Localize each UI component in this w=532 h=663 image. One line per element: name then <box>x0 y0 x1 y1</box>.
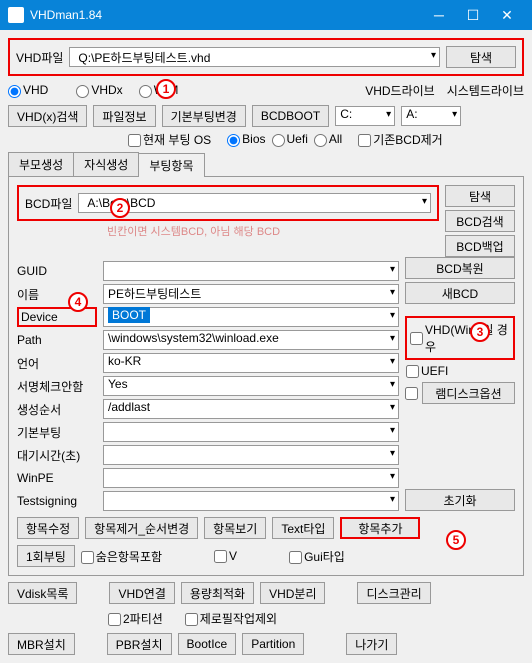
radio-uefi[interactable]: Uefi <box>272 132 308 146</box>
item-add-button[interactable]: 항목추가 <box>340 517 420 539</box>
title-bar: VHDman1.84 ─ ☐ ✕ <box>0 0 532 30</box>
bcd-placeholder-text: 빈칸이면 시스템BCD, 아님 해당 BCD <box>107 223 439 239</box>
window-title: VHDman1.84 <box>30 8 422 22</box>
current-boot-os-check[interactable]: 현재 부팅 OS <box>128 131 211 148</box>
label-path: Path <box>17 333 97 347</box>
bottom-row-3: Vdisk목록 VHD연결 용량최적화 VHD분리 디스크관리 <box>8 582 524 604</box>
capacity-button[interactable]: 용량최적화 <box>181 582 254 604</box>
radio-vhdx[interactable]: VHDx <box>76 83 122 97</box>
bcd-backup-button[interactable]: BCD백업 <box>445 235 515 257</box>
bcd-file-label: BCD파일 <box>25 195 72 212</box>
label-testsigning: Testsigning <box>17 494 97 508</box>
side-browse-button[interactable]: 탐색 <box>445 185 515 207</box>
text-type-button[interactable]: Text타입 <box>272 517 334 539</box>
radio-all[interactable]: All <box>314 132 342 146</box>
radio-bios[interactable]: Bios <box>227 132 265 146</box>
app-icon <box>8 7 24 23</box>
item-view-button[interactable]: 항목보기 <box>204 517 266 539</box>
guitype-check[interactable]: Gui타입 <box>289 548 345 565</box>
vhdwim-check[interactable]: VHD(Wim)일 경우 <box>405 316 515 360</box>
browse-button[interactable]: 탐색 <box>446 46 516 68</box>
waittime-combo[interactable] <box>103 445 399 465</box>
minimize-button[interactable]: ─ <box>422 0 456 30</box>
label-device: Device <box>17 307 97 327</box>
label-name: 이름 <box>17 286 97 303</box>
tab-child[interactable]: 자식생성 <box>73 152 139 176</box>
bcdboot-button[interactable]: BCDBOOT <box>252 105 329 127</box>
createorder-combo[interactable]: /addlast <box>103 399 399 419</box>
tab-content: BCD파일 빈칸이면 시스템BCD, 아님 해당 BCD 탐색 BCD검색 BC… <box>8 177 524 576</box>
close-button[interactable]: ✕ <box>490 0 524 30</box>
ramdisk-check[interactable] <box>405 387 418 400</box>
signcheck-combo[interactable]: Yes <box>103 376 399 396</box>
guid-combo[interactable] <box>103 261 399 281</box>
label-signcheck: 서명체크안함 <box>17 378 97 395</box>
fileinfo-button[interactable]: 파일정보 <box>93 105 155 127</box>
winpe-combo[interactable] <box>103 468 399 488</box>
vhd-file-input[interactable] <box>74 48 435 66</box>
bottom-row-2: 1회부팅 숨은항목포함 V Gui타입 <box>17 545 515 567</box>
name-combo[interactable]: PE하드부팅테스트 <box>103 284 399 304</box>
device-combo[interactable]: BOOT <box>103 307 399 327</box>
label-winpe: WinPE <box>17 471 97 485</box>
v-check[interactable]: V <box>214 549 237 563</box>
vhdx-search-button[interactable]: VHD(x)검색 <box>8 105 87 127</box>
vhd-file-combo[interactable] <box>69 47 440 67</box>
defaultboot-combo[interactable] <box>103 422 399 442</box>
path-combo[interactable]: \windows\system32\winload.exe <box>103 330 399 350</box>
bcd-file-combo[interactable] <box>78 193 431 213</box>
radio-vhd[interactable]: VHD <box>8 83 48 97</box>
bcd-file-box: BCD파일 <box>17 185 439 221</box>
existing-bcd-remove-check[interactable]: 기존BCD제거 <box>358 131 443 148</box>
lang-combo[interactable]: ko-KR <box>103 353 399 373</box>
button-row-1: VHD(x)검색 파일정보 기본부팅변경 BCDBOOT C: A: <box>8 105 524 127</box>
oneboot-button[interactable]: 1회부팅 <box>17 545 75 567</box>
mbr-install-button[interactable]: MBR설치 <box>8 633 75 655</box>
bcd-restore-button[interactable]: BCD복원 <box>405 257 515 279</box>
vhd-split-button[interactable]: VHD분리 <box>260 582 325 604</box>
pbr-install-button[interactable]: PBR설치 <box>107 633 172 655</box>
option-row: 현재 부팅 OS Bios Uefi All 기존BCD제거 <box>128 131 524 148</box>
label-defaultboot: 기본부팅 <box>17 424 97 441</box>
zerofill-check[interactable]: 제로필작업제외 <box>185 610 277 627</box>
disk-manage-button[interactable]: 디스크관리 <box>357 582 430 604</box>
uefi-check[interactable]: UEFI <box>405 363 515 379</box>
drive-c-combo[interactable]: C: <box>335 106 395 126</box>
bottom-row-4: 2파티션 제로필작업제외 <box>108 610 524 627</box>
vdisk-list-button[interactable]: Vdisk목록 <box>8 582 77 604</box>
item-remove-order-button[interactable]: 항목제거_순서변경 <box>85 517 198 539</box>
new-bcd-button[interactable]: 새BCD <box>405 282 515 304</box>
drive-a-combo[interactable]: A: <box>401 106 461 126</box>
label-lang: 언어 <box>17 355 97 372</box>
label-waittime: 대기시간(초) <box>17 447 97 464</box>
hidden-include-check[interactable]: 숨은항목포함 <box>81 548 162 565</box>
tab-bootitem[interactable]: 부팅항목 <box>138 153 204 177</box>
bcd-search-button[interactable]: BCD검색 <box>445 210 515 232</box>
exit-button[interactable]: 나가기 <box>346 633 397 655</box>
sys-drive-label: 시스템드라이브 <box>447 82 524 99</box>
tab-parent[interactable]: 부모생성 <box>8 152 74 176</box>
tab-bar: 부모생성 자식생성 부팅항목 <box>8 152 524 177</box>
bottom-row-1: 항목수정 항목제거_순서변경 항목보기 Text타입 항목추가 <box>17 517 515 539</box>
partition-button[interactable]: Partition <box>242 633 304 655</box>
testsigning-combo[interactable] <box>103 491 399 511</box>
init-button[interactable]: 초기화 <box>405 489 515 511</box>
ramdisk-button[interactable]: 램디스크옵션 <box>422 382 515 404</box>
label-createorder: 생성순서 <box>17 401 97 418</box>
vhd-drive-label: VHD드라이브 <box>365 82 435 99</box>
maximize-button[interactable]: ☐ <box>456 0 490 30</box>
format-row: VHD VHDx WIM VHD드라이브 시스템드라이브 <box>8 82 524 99</box>
bottom-row-5: MBR설치 PBR설치 BootIce Partition 나가기 <box>8 633 524 655</box>
basic-boot-change-button[interactable]: 기본부팅변경 <box>162 105 246 127</box>
vhd-file-box: VHD파일 탐색 <box>8 38 524 76</box>
bcd-file-input[interactable] <box>83 194 426 212</box>
vhd-file-label: VHD파일 <box>16 49 63 66</box>
label-guid: GUID <box>17 264 97 278</box>
bootice-button[interactable]: BootIce <box>178 633 237 655</box>
vhd-connect-button[interactable]: VHD연결 <box>109 582 174 604</box>
radio-wim[interactable]: WIM <box>139 83 179 97</box>
two-partition-check[interactable]: 2파티션 <box>108 610 163 627</box>
item-edit-button[interactable]: 항목수정 <box>17 517 79 539</box>
